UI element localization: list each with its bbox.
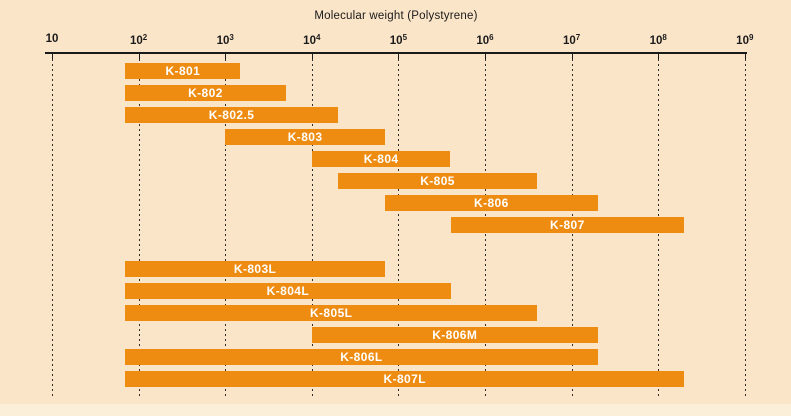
bar-label-K-801: K-801 <box>165 64 201 78</box>
tick-label-10e1: 10 <box>45 33 59 45</box>
bar-label-K-804: K-804 <box>363 152 399 166</box>
bar-K-807L: K-807L <box>125 371 685 387</box>
bar-K-804L: K-804L <box>125 283 451 299</box>
tick-mark-10e4 <box>311 54 313 59</box>
gridline-10e4 <box>311 59 313 398</box>
tick-label-10e6: 106 <box>476 33 494 47</box>
bar-K-805: K-805 <box>337 173 538 189</box>
tick-label-10e8: 108 <box>649 33 667 47</box>
bar-label-K-802.5: K-802.5 <box>208 108 255 122</box>
tick-mark-10e7 <box>571 54 573 59</box>
tick-label-10e7: 107 <box>562 33 581 47</box>
bar-K-801: K-801 <box>125 63 241 79</box>
tick-mark-10e6 <box>485 54 486 59</box>
bottom-edge-highlight <box>0 404 791 416</box>
bar-label-K-807: K-807 <box>550 218 585 232</box>
tick-label-10e5: 105 <box>389 33 408 47</box>
bar-K-806M: K-806M <box>311 327 598 343</box>
bar-label-K-805: K-805 <box>420 174 455 188</box>
gridline-10e3 <box>225 59 227 398</box>
tick-mark-10e1 <box>52 54 53 59</box>
bar-K-802: K-802 <box>125 85 286 101</box>
tick-label-10e9: 109 <box>736 33 754 47</box>
bar-label-K-803L: K-803L <box>233 262 277 276</box>
x-axis-line <box>45 52 747 54</box>
bar-K-805L: K-805L <box>125 305 538 321</box>
bar-K-804: K-804 <box>311 151 451 167</box>
bar-K-807: K-807 <box>450 217 685 233</box>
bar-K-802.5: K-802.5 <box>125 107 338 123</box>
bar-K-803: K-803 <box>225 129 385 145</box>
chart-title: Molecular weight (Polystyrene) <box>314 10 478 22</box>
tick-mark-10e5 <box>398 54 400 59</box>
gridline-10e1 <box>52 59 53 398</box>
bar-K-806: K-806 <box>385 195 598 211</box>
bar-K-803L: K-803L <box>125 261 385 277</box>
tick-mark-10e3 <box>225 54 227 59</box>
gridline-10e5 <box>398 59 400 398</box>
tick-label-10e3: 103 <box>216 33 234 47</box>
bar-label-K-806M: K-806M <box>432 328 478 342</box>
bar-label-K-806: K-806 <box>474 196 509 210</box>
tick-mark-10e2 <box>138 54 140 59</box>
gridline-10e9 <box>744 59 746 398</box>
tick-label-10e2: 102 <box>129 33 148 47</box>
gridline-10e2 <box>138 59 140 398</box>
bar-label-K-803: K-803 <box>287 130 323 144</box>
tick-mark-10e8 <box>658 54 660 59</box>
bar-K-806L: K-806L <box>125 349 598 365</box>
bar-label-K-805L: K-805L <box>309 306 353 320</box>
tick-label-10e4: 104 <box>303 33 321 47</box>
bar-label-K-806L: K-806L <box>340 350 383 364</box>
bar-label-K-802: K-802 <box>188 86 223 100</box>
tick-mark-10e9 <box>744 54 746 59</box>
bar-label-K-804L: K-804L <box>266 284 310 298</box>
bar-label-K-807L: K-807L <box>383 372 426 386</box>
